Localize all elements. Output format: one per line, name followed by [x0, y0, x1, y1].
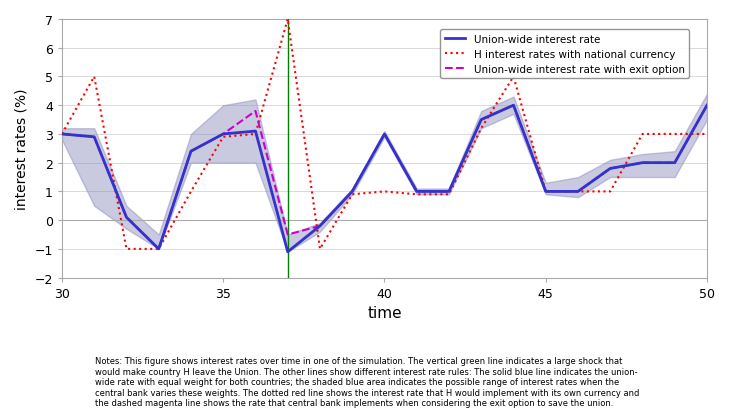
Line: H interest rates with national currency: H interest rates with national currency	[62, 20, 707, 249]
Line: Union-wide interest rate: Union-wide interest rate	[62, 106, 707, 252]
H interest rates with national currency	[445, 192, 453, 197]
Union-wide interest rate	[606, 166, 615, 171]
Union-wide interest rate	[187, 149, 196, 154]
Y-axis label: interest rates (%): interest rates (%)	[15, 88, 29, 209]
Legend: Union-wide interest rate, H interest rates with national currency, Union-wide in: Union-wide interest rate, H interest rat…	[440, 30, 689, 79]
Union-wide interest rate	[315, 224, 324, 229]
Union-wide interest rate with exit option	[509, 103, 518, 108]
H interest rates with national currency	[154, 247, 163, 252]
Union-wide interest rate	[251, 129, 260, 134]
Union-wide interest rate with exit option	[445, 189, 453, 194]
H interest rates with national currency	[348, 192, 357, 197]
H interest rates with national currency	[702, 132, 711, 137]
Union-wide interest rate	[283, 249, 292, 254]
H interest rates with national currency	[542, 189, 550, 194]
Union-wide interest rate with exit option	[348, 189, 357, 194]
Union-wide interest rate with exit option	[58, 132, 66, 137]
Union-wide interest rate	[445, 189, 453, 194]
H interest rates with national currency	[251, 132, 260, 137]
Union-wide interest rate with exit option	[251, 109, 260, 114]
Union-wide interest rate with exit option	[283, 232, 292, 237]
Union-wide interest rate	[509, 103, 518, 108]
Union-wide interest rate	[58, 132, 66, 137]
H interest rates with national currency	[122, 247, 131, 252]
Union-wide interest rate with exit option	[702, 103, 711, 108]
Union-wide interest rate with exit option	[90, 135, 99, 140]
H interest rates with national currency	[606, 189, 615, 194]
Union-wide interest rate	[574, 189, 583, 194]
Union-wide interest rate	[380, 132, 389, 137]
Union-wide interest rate	[670, 161, 679, 166]
Union-wide interest rate with exit option	[187, 149, 196, 154]
Union-wide interest rate	[702, 103, 711, 108]
Union-wide interest rate with exit option	[154, 247, 163, 252]
Union-wide interest rate	[412, 189, 421, 194]
H interest rates with national currency	[58, 132, 66, 137]
Union-wide interest rate with exit option	[477, 118, 485, 123]
Union-wide interest rate	[638, 161, 647, 166]
Union-wide interest rate	[122, 215, 131, 220]
Union-wide interest rate	[219, 132, 228, 137]
H interest rates with national currency	[187, 189, 196, 194]
Union-wide interest rate with exit option	[412, 189, 421, 194]
H interest rates with national currency	[219, 135, 228, 140]
Union-wide interest rate with exit option	[315, 224, 324, 229]
Union-wide interest rate with exit option	[670, 161, 679, 166]
Text: Notes: This figure shows interest rates over time in one of the simulation. The : Notes: This figure shows interest rates …	[95, 357, 639, 407]
H interest rates with national currency	[574, 189, 583, 194]
Union-wide interest rate with exit option	[542, 189, 550, 194]
H interest rates with national currency	[638, 132, 647, 137]
Union-wide interest rate	[348, 189, 357, 194]
Union-wide interest rate with exit option	[574, 189, 583, 194]
H interest rates with national currency	[90, 75, 99, 80]
Union-wide interest rate	[542, 189, 550, 194]
Line: Union-wide interest rate with exit option: Union-wide interest rate with exit optio…	[62, 106, 707, 249]
H interest rates with national currency	[670, 132, 679, 137]
X-axis label: time: time	[367, 306, 402, 320]
H interest rates with national currency	[477, 126, 485, 131]
Union-wide interest rate	[477, 118, 485, 123]
H interest rates with national currency	[509, 75, 518, 80]
Union-wide interest rate	[154, 247, 163, 252]
Union-wide interest rate	[90, 135, 99, 140]
Union-wide interest rate with exit option	[380, 132, 389, 137]
H interest rates with national currency	[315, 247, 324, 252]
Union-wide interest rate with exit option	[219, 132, 228, 137]
H interest rates with national currency	[283, 18, 292, 22]
H interest rates with national currency	[412, 192, 421, 197]
Union-wide interest rate with exit option	[122, 215, 131, 220]
H interest rates with national currency	[380, 189, 389, 194]
Union-wide interest rate with exit option	[606, 166, 615, 171]
Union-wide interest rate with exit option	[638, 161, 647, 166]
